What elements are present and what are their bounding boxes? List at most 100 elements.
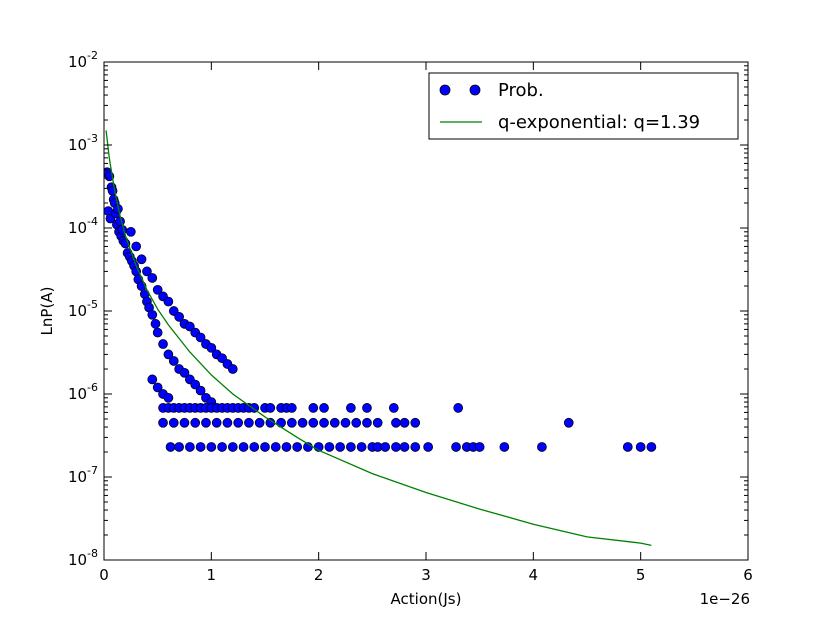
- data-point: [340, 417, 351, 428]
- data-point: [399, 442, 410, 452]
- data-point: [286, 403, 297, 413]
- data-point: [168, 356, 179, 366]
- data-point: [399, 417, 410, 428]
- data-point: [147, 273, 158, 283]
- data-point: [136, 254, 147, 265]
- data-point: [147, 374, 158, 385]
- x-tick-label: 2: [314, 566, 324, 584]
- data-point: [308, 403, 319, 413]
- y-tick-label: 10-6: [68, 381, 98, 403]
- data-point: [227, 442, 238, 452]
- legend-box: [428, 72, 739, 140]
- data-point: [635, 442, 646, 452]
- data-point: [362, 417, 372, 428]
- x-tick-label: 3: [421, 566, 431, 584]
- data-point: [646, 442, 657, 452]
- data-point: [351, 417, 362, 428]
- data-point: [276, 417, 286, 428]
- data-point: [537, 442, 547, 452]
- data-point: [163, 349, 174, 360]
- data-point: [391, 442, 401, 452]
- data-point: [335, 442, 345, 452]
- data-point: [163, 296, 174, 307]
- x-axis-offset-text: 1e−26: [700, 590, 750, 608]
- data-point: [249, 442, 260, 452]
- x-axis-ticks: 0 1 2 3 4 5 6: [99, 62, 753, 584]
- data-point: [142, 266, 152, 277]
- data-point: [356, 442, 367, 452]
- data-point: [152, 327, 163, 338]
- data-point: [260, 442, 270, 452]
- data-point: [622, 442, 633, 452]
- data-point: [227, 364, 238, 374]
- data-point: [195, 332, 206, 343]
- data-point: [195, 385, 206, 396]
- x-tick-label: 6: [743, 566, 753, 584]
- data-point: [346, 442, 356, 452]
- data-point: [158, 417, 168, 428]
- data-point: [190, 379, 201, 390]
- data-point: [563, 417, 574, 428]
- y-tick-label: 10-8: [68, 547, 98, 569]
- data-point: [265, 403, 276, 413]
- data-point: [150, 319, 161, 329]
- data-point: [238, 442, 249, 452]
- data-point: [423, 442, 433, 452]
- data-point: [388, 403, 399, 413]
- data-point: [179, 417, 190, 428]
- data-point: [195, 442, 206, 452]
- legend-label-prob: Prob.: [498, 80, 544, 101]
- fit-line: [105, 130, 652, 547]
- data-point: [410, 442, 421, 452]
- data-point: [292, 442, 303, 452]
- plot-area: [104, 62, 748, 560]
- data-point: [324, 442, 335, 452]
- x-axis-label: Action(Js): [391, 590, 462, 608]
- x-tick-label: 0: [99, 566, 109, 584]
- legend: Prob. q-exponential: q=1.39: [428, 72, 739, 140]
- data-point: [190, 417, 201, 428]
- legend-marker-dot: [439, 84, 451, 96]
- data-point: [165, 442, 176, 452]
- y-tick-label: 10-3: [68, 132, 98, 154]
- data-point: [410, 417, 421, 428]
- data-point: [474, 442, 485, 452]
- data-point: [233, 417, 244, 428]
- data-point: [362, 403, 372, 413]
- data-point: [281, 442, 292, 452]
- data-point: [163, 392, 174, 403]
- data-point: [453, 403, 464, 413]
- data-point: [329, 417, 340, 428]
- fit-line-layer: [105, 130, 652, 547]
- data-point: [499, 442, 510, 452]
- data-point: [179, 367, 190, 378]
- data-point: [174, 312, 184, 322]
- data-point: [319, 417, 329, 428]
- y-tick-label: 10-4: [68, 215, 98, 237]
- data-point: [125, 226, 136, 237]
- data-point: [168, 417, 179, 428]
- legend-label-fit: q-exponential: q=1.39: [498, 112, 700, 133]
- y-tick-label: 10-5: [68, 298, 98, 320]
- data-point: [254, 417, 265, 428]
- data-point: [117, 224, 128, 235]
- x-tick-label: 1: [207, 566, 217, 584]
- data-point: [222, 417, 233, 428]
- data-point: [152, 284, 163, 295]
- data-point: [174, 442, 184, 452]
- data-point: [131, 241, 142, 252]
- data-point: [217, 442, 227, 452]
- y-tick-label: 10-7: [68, 464, 98, 486]
- data-point: [206, 342, 217, 353]
- x-tick-label: 5: [636, 566, 646, 584]
- data-point: [319, 403, 329, 413]
- data-point: [270, 442, 281, 452]
- data-point: [211, 417, 222, 428]
- data-point: [244, 417, 254, 428]
- data-point: [451, 442, 461, 452]
- data-point: [158, 339, 168, 349]
- data-point: [185, 442, 195, 452]
- data-point: [372, 417, 383, 428]
- data-point: [152, 382, 163, 393]
